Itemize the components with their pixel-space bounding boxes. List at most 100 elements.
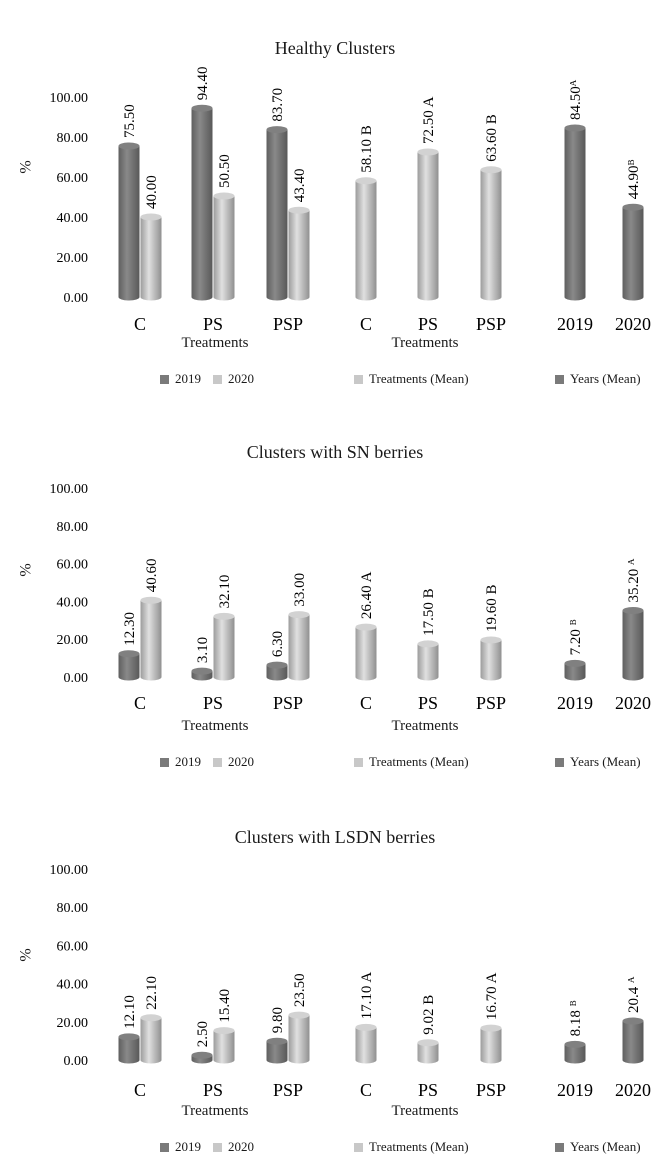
data-label: 12.30 <box>122 612 138 646</box>
chart-title: Healthy Clusters <box>274 38 396 58</box>
data-label: 6.30 <box>270 631 286 657</box>
legend-swatch-2019 <box>160 757 169 767</box>
bar <box>480 1024 502 1064</box>
bar <box>266 126 288 301</box>
y-tick-label: 80.00 <box>57 131 89 146</box>
bar-body <box>480 1028 502 1064</box>
bar-cap <box>480 166 502 174</box>
bar-body <box>191 108 213 301</box>
legend-swatch-years-mean <box>555 757 564 767</box>
legend-label-years-mean: Years (Mean) <box>570 371 641 386</box>
bar-body <box>417 1042 439 1064</box>
chart-svg: 100.00 80.00 60.00 40.00 20.00 0.00 C 75.50 40.0… <box>50 66 652 334</box>
legend-label-treatments-mean: Treatments (Mean) <box>369 754 469 769</box>
bar-cap <box>480 636 502 644</box>
bar-cap <box>355 623 377 631</box>
bar-body <box>140 1017 162 1064</box>
x-tick-label: PS <box>418 693 438 713</box>
bar-cap <box>191 1051 213 1059</box>
bar-cap <box>191 667 213 675</box>
bar <box>355 177 377 301</box>
bar-cap <box>564 124 586 132</box>
bar <box>622 1017 644 1064</box>
bar-cap <box>140 596 162 604</box>
x-tick-label: PSP <box>476 314 506 334</box>
chart-svg: 100.00 80.00 60.00 40.00 20.00 0.00 C 12.30 40.6… <box>50 482 652 713</box>
bar-body <box>266 1041 288 1064</box>
bar <box>118 142 140 301</box>
bar <box>191 1051 213 1064</box>
bar-body <box>118 146 140 301</box>
data-label: 44.90ᴮ <box>626 159 642 199</box>
bar-body <box>564 663 586 681</box>
chart-panel-healthy: Healthy Clusters % 100.00 80.00 60.00 40.00… <box>0 0 670 386</box>
bar-body <box>288 614 310 681</box>
chart-title: Clusters with SN berries <box>246 442 424 462</box>
legend-swatch-2020 <box>213 1142 222 1152</box>
bar-cap <box>288 206 310 214</box>
bar-cap <box>417 640 439 648</box>
bar-cap <box>564 659 586 667</box>
bar-cap <box>564 1040 586 1048</box>
legend-label-years-mean: Years (Mean) <box>570 754 641 769</box>
data-label: 9.80 <box>270 1007 286 1033</box>
x-tick-label: 2019 <box>557 314 593 334</box>
bar-body <box>417 152 439 301</box>
legend-label-treatments-mean: Treatments (Mean) <box>369 1139 469 1154</box>
data-label: 72.50 A <box>421 96 437 144</box>
bar <box>564 1040 586 1064</box>
bar-body <box>118 1036 140 1064</box>
bar-body <box>622 1021 644 1064</box>
data-label: 50.50 <box>217 154 233 188</box>
bar-cap <box>417 148 439 156</box>
bar <box>213 1027 235 1064</box>
bar <box>288 611 310 681</box>
group-label-treatments-yearly: Treatments <box>181 1103 249 1119</box>
group-label-treatments-mean: Treatments <box>391 718 459 734</box>
bar-body <box>266 665 288 681</box>
bar-cap <box>622 203 644 211</box>
data-label: 32.10 <box>217 575 233 609</box>
bar-cap <box>140 213 162 221</box>
y-tick-label: 80.00 <box>57 901 89 916</box>
data-label: 3.10 <box>195 637 211 663</box>
bar <box>480 636 502 681</box>
bar <box>417 1039 439 1064</box>
y-tick-label: 60.00 <box>57 171 89 186</box>
bar <box>118 650 140 681</box>
bar <box>355 1023 377 1064</box>
bar-body <box>622 610 644 681</box>
bar-cap <box>288 1011 310 1019</box>
x-tick-label: 2020 <box>615 314 651 334</box>
bar-cap <box>480 1024 502 1032</box>
data-label: 35.20 ᴬ <box>626 558 642 603</box>
x-tick-label: PS <box>418 314 438 334</box>
bar-cap <box>140 1014 162 1022</box>
x-tick-label: PS <box>203 314 223 334</box>
x-tick-label: PSP <box>273 693 303 713</box>
legend-swatch-2019 <box>160 1142 169 1152</box>
x-tick-label: 2020 <box>615 693 651 713</box>
chart-svg: 100.00 80.00 60.00 40.00 20.00 0.00 C 12.10 22.1… <box>50 863 652 1100</box>
x-tick-label: C <box>134 314 146 334</box>
x-tick-label: C <box>360 314 372 334</box>
bar-body <box>288 1015 310 1064</box>
y-tick-label: 0.00 <box>64 671 89 686</box>
data-label: 23.50 <box>292 973 308 1007</box>
x-tick-label: PS <box>203 1080 223 1100</box>
data-label: 40.00 <box>144 175 160 209</box>
y-tick-label: 0.00 <box>64 1054 89 1069</box>
y-tick-label: 100.00 <box>50 91 89 106</box>
legend-swatch-2019 <box>160 374 169 384</box>
data-label: 40.60 <box>144 559 160 593</box>
data-label: 8.18 ᴮ <box>568 1000 584 1036</box>
bar <box>266 1037 288 1064</box>
bar-cap <box>118 650 140 658</box>
y-tick-label: 100.00 <box>50 482 89 497</box>
bar-cap <box>622 1017 644 1025</box>
data-label: 58.10 B <box>359 125 375 173</box>
bar <box>288 206 310 301</box>
y-tick-label: 60.00 <box>57 939 89 954</box>
bar <box>564 124 586 301</box>
y-tick-label: 20.00 <box>57 1016 89 1031</box>
